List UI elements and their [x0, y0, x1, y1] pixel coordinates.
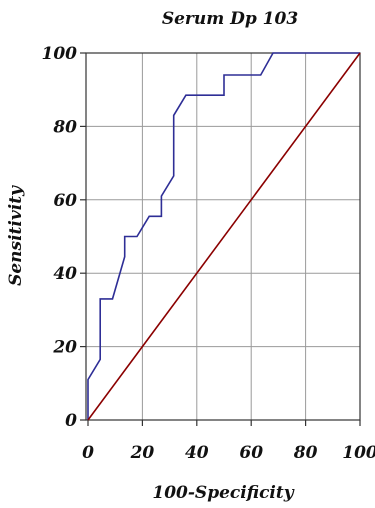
y-tick-label: 0 — [65, 411, 77, 431]
y-tick-label: 100 — [42, 44, 78, 64]
y-tick-label: 40 — [53, 264, 77, 284]
chart-title: Serum Dp 103 — [162, 9, 299, 29]
reference-diagonal-line — [87, 52, 361, 421]
axis-ticks: 0 20 40 60 80 100 0 20 40 60 80 100 — [42, 44, 375, 463]
y-axis-label: Sensitivity — [6, 185, 26, 286]
x-tick-label: 20 — [130, 443, 155, 463]
plot-frame — [85, 52, 361, 421]
y-tick-label: 60 — [53, 191, 77, 211]
roc-curve-line — [87, 52, 360, 420]
x-tick-label: 60 — [239, 443, 263, 463]
grid — [86, 53, 360, 420]
x-tick-label: 80 — [293, 443, 318, 463]
y-tick-label: 80 — [52, 117, 77, 137]
x-axis-label: 100-Specificity — [152, 483, 294, 503]
series-group — [87, 52, 361, 421]
x-tick-label: 40 — [185, 443, 209, 463]
y-tick-label: 20 — [52, 338, 77, 358]
x-tick-label: 100 — [342, 443, 375, 463]
x-tick-label: 0 — [82, 443, 94, 463]
